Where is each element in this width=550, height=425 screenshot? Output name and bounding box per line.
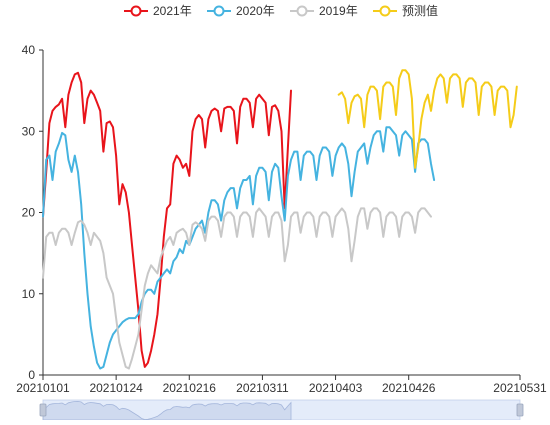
x-tick-label: 20210101 — [16, 381, 70, 395]
legend-label: 2019年 — [319, 4, 358, 18]
zoom-handle-right[interactable] — [516, 403, 524, 417]
series-lines — [42, 69, 518, 370]
y-tick-label: 0 — [28, 368, 35, 382]
legend-item-1[interactable]: 2021年 — [124, 4, 192, 18]
legend-item-2[interactable]: 2020年 — [207, 4, 275, 18]
legend-item-4[interactable]: 预测值 — [373, 3, 438, 18]
x-tick-label: 20210403 — [309, 381, 363, 395]
y-tick-label: 30 — [22, 124, 36, 138]
zoom-selection[interactable] — [43, 400, 520, 420]
zoom-preview-area — [42, 400, 292, 421]
y-tick-label: 10 — [22, 287, 36, 301]
x-tick-label: 20210216 — [163, 381, 217, 395]
y-tick-label: 40 — [22, 43, 36, 57]
y-tick-label: 20 — [22, 206, 36, 220]
legend-circle-icon — [296, 5, 308, 17]
legend-label: 2021年 — [153, 4, 192, 18]
series-line-1 — [42, 71, 292, 368]
zoom-handle-left[interactable] — [39, 403, 47, 417]
series-line-2 — [42, 126, 436, 370]
legend-label: 2020年 — [236, 4, 275, 18]
x-tick-label: 20210426 — [382, 381, 436, 395]
x-tick-label: 20210311 — [236, 381, 289, 395]
legend-circle-icon — [379, 5, 391, 17]
legend-circle-icon — [213, 5, 225, 17]
axes: 0 10 20 30 40 20210101 20210124 20210216 2021031… — [16, 43, 547, 395]
legend: 2021年 2020年 2019年 预测值 — [124, 3, 438, 18]
x-tick-label: 20210124 — [89, 381, 143, 395]
series-line-3 — [42, 207, 432, 370]
legend-circle-icon — [130, 5, 142, 17]
x-tick-label: 20210531 — [493, 381, 547, 395]
data-zoom-slider[interactable] — [39, 399, 524, 421]
series-line-4 — [337, 69, 518, 169]
legend-label: 预测值 — [402, 3, 438, 18]
legend-item-3[interactable]: 2019年 — [290, 4, 358, 18]
